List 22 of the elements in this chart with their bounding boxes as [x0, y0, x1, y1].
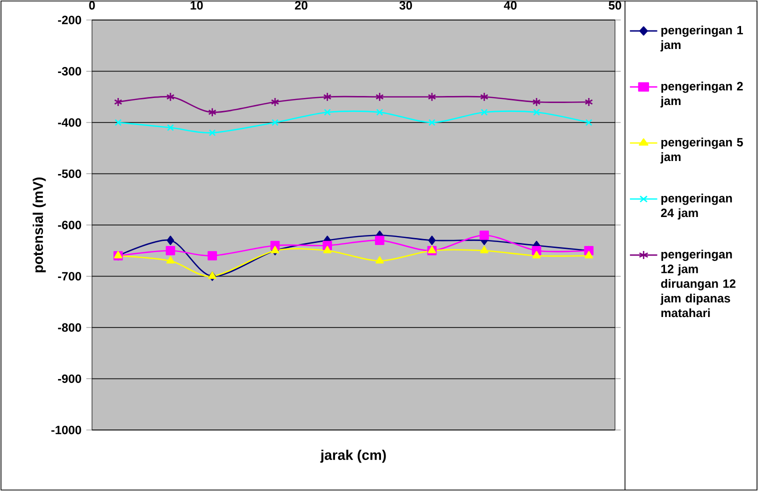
y-tick-label: -400	[58, 118, 82, 127]
legend-label: pengeringan 1 jam	[660, 26, 743, 52]
y-tick-label: -700	[58, 272, 82, 280]
x-tick-label: 20	[294, 1, 308, 10]
y-tick-label: -1000	[51, 426, 82, 434]
y-tick-label: -200	[58, 16, 82, 24]
legend-label: pengeringan 24 jam	[661, 194, 732, 220]
legend-label: pengeringan 5 jam	[660, 138, 743, 164]
y-tick-label: -300	[58, 66, 82, 76]
x-tick-label: 30	[399, 1, 412, 10]
y-tick-label: -900	[58, 374, 82, 383]
legend-label: pengeringan 2 jam	[660, 82, 743, 108]
y-tick-label: -500	[58, 169, 82, 178]
x-tick-label: 10	[190, 1, 203, 10]
legend-label: pengeringan 12 jam diruangan 12 jam dipanas matahari	[660, 250, 736, 318]
x-tick-label: 50	[608, 1, 622, 10]
y-tick-label: -800	[58, 323, 82, 332]
y-tick-label: -600	[58, 220, 82, 230]
y-axis-title: potensial (mV)	[32, 177, 46, 272]
x-axis-title: jarak (cm)	[320, 450, 386, 463]
x-tick-label: 40	[504, 1, 517, 10]
x-tick-label: 0	[89, 1, 95, 10]
